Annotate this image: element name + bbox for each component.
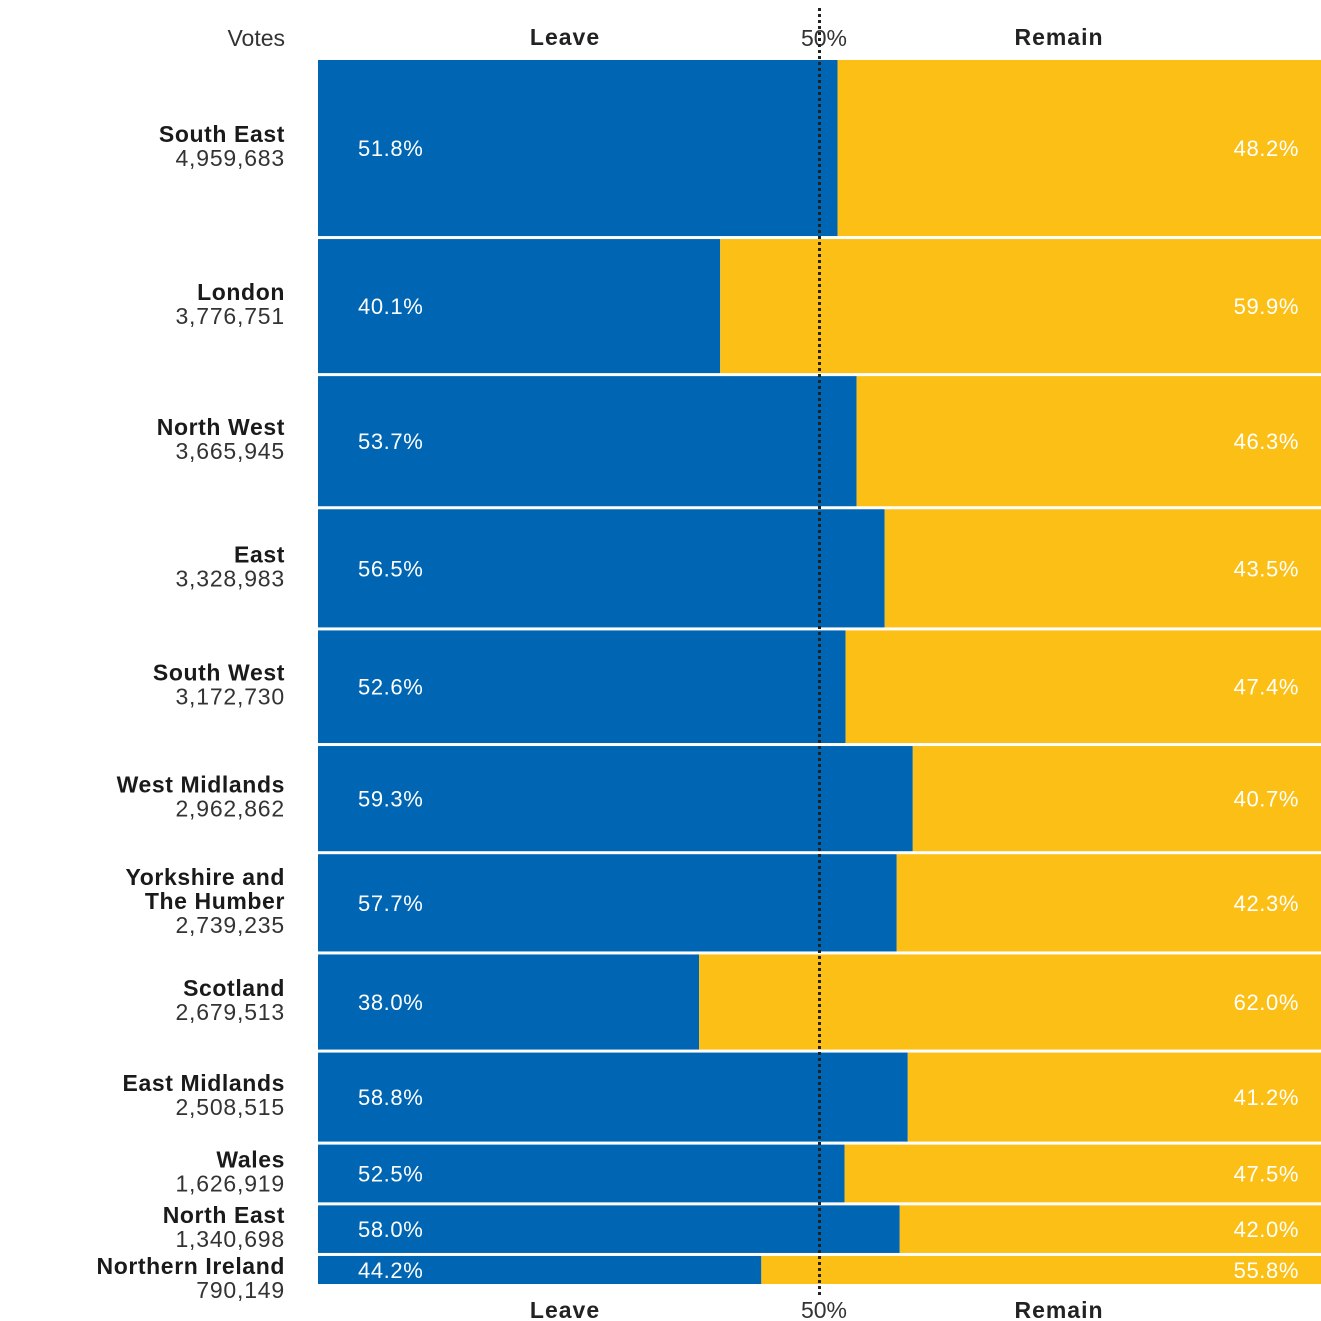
leave-bar — [318, 954, 700, 1050]
leave-bar — [318, 854, 897, 952]
remain-percent-label: 47.5% — [1234, 1161, 1299, 1186]
leave-bar — [318, 1052, 908, 1142]
leave-bar — [318, 1255, 762, 1284]
remain-bar — [912, 746, 1321, 852]
leave-bar — [318, 60, 838, 237]
remain-percent-label: 59.9% — [1234, 294, 1299, 319]
leave-bar — [318, 746, 913, 852]
remain-header: Remain — [1014, 24, 1103, 50]
leave-bar — [318, 1205, 900, 1253]
leave-percent-label: 59.3% — [358, 787, 423, 812]
leave-header: Leave — [530, 24, 600, 50]
midpoint-header: 50% — [801, 25, 847, 51]
remain-bar — [896, 854, 1321, 952]
region-name-label: West Midlands — [117, 772, 285, 798]
region-votes-label: 1,626,919 — [175, 1170, 285, 1196]
leave-percent-label: 52.5% — [358, 1161, 423, 1186]
region-votes-label: 790,149 — [196, 1277, 285, 1303]
remain-bar — [907, 1052, 1321, 1142]
leave-percent-label: 44.2% — [358, 1258, 423, 1283]
leave-bar — [318, 239, 721, 374]
remain-bar — [761, 1255, 1321, 1284]
region-name-label: Yorkshire and — [126, 864, 285, 890]
remain-bar — [837, 60, 1321, 237]
remain-bar — [899, 1205, 1321, 1253]
leave-bar — [318, 630, 846, 744]
leave-percent-label: 56.5% — [358, 556, 423, 581]
remain-percent-label: 43.5% — [1234, 556, 1299, 581]
remain-percent-label: 48.2% — [1234, 136, 1299, 161]
region-votes-label: 3,776,751 — [175, 303, 285, 329]
region-votes-label: 1,340,698 — [175, 1226, 285, 1252]
remain-percent-label: 42.3% — [1234, 891, 1299, 916]
leave-percent-label: 38.0% — [358, 990, 423, 1015]
midpoint-footer: 50% — [801, 1297, 847, 1321]
region-name-label: London — [197, 279, 285, 305]
region-votes-label: 3,328,983 — [175, 565, 285, 591]
region-name-label: The Humber — [145, 888, 285, 914]
region-name-label: North West — [157, 414, 285, 440]
remain-percent-label: 41.2% — [1234, 1085, 1299, 1110]
leave-percent-label: 53.7% — [358, 429, 423, 454]
leave-percent-label: 52.6% — [358, 675, 423, 700]
region-name-label: East — [234, 541, 285, 567]
region-name-label: Wales — [216, 1146, 285, 1172]
leave-bar — [318, 376, 857, 507]
remain-percent-label: 40.7% — [1234, 787, 1299, 812]
remain-percent-label: 42.0% — [1234, 1217, 1299, 1242]
region-votes-label: 2,508,515 — [175, 1094, 285, 1120]
region-name-label: North East — [163, 1202, 285, 1228]
leave-percent-label: 51.8% — [358, 136, 423, 161]
region-name-label: Northern Ireland — [96, 1253, 285, 1279]
region-votes-label: 3,172,730 — [175, 684, 285, 710]
leave-percent-label: 40.1% — [358, 294, 423, 319]
leave-percent-label: 58.0% — [358, 1217, 423, 1242]
remain-bar — [720, 239, 1321, 374]
remain-bar — [884, 509, 1321, 628]
region-votes-label: 2,962,862 — [175, 796, 285, 822]
leave-percent-label: 58.8% — [358, 1085, 423, 1110]
leave-footer: Leave — [530, 1297, 600, 1321]
remain-bar — [856, 376, 1321, 507]
region-name-label: Scotland — [183, 975, 285, 1001]
remain-bar — [844, 1144, 1321, 1203]
leave-percent-label: 57.7% — [358, 891, 423, 916]
remain-percent-label: 46.3% — [1234, 429, 1299, 454]
leave-bar — [318, 1144, 845, 1203]
remain-percent-label: 47.4% — [1234, 675, 1299, 700]
remain-footer: Remain — [1014, 1297, 1103, 1321]
region-name-label: South West — [153, 660, 285, 686]
remain-bar — [845, 630, 1321, 744]
region-name-label: South East — [159, 121, 285, 147]
remain-percent-label: 55.8% — [1234, 1258, 1299, 1283]
remain-percent-label: 62.0% — [1234, 990, 1299, 1015]
region-votes-label: 3,665,945 — [175, 438, 285, 464]
region-votes-label: 2,739,235 — [175, 912, 285, 938]
region-votes-label: 2,679,513 — [175, 999, 285, 1025]
votes-column-header: Votes — [227, 25, 285, 51]
leave-bar — [318, 509, 885, 628]
region-name-label: East Midlands — [123, 1070, 285, 1096]
region-votes-label: 4,959,683 — [175, 145, 285, 171]
remain-bar — [699, 954, 1321, 1050]
